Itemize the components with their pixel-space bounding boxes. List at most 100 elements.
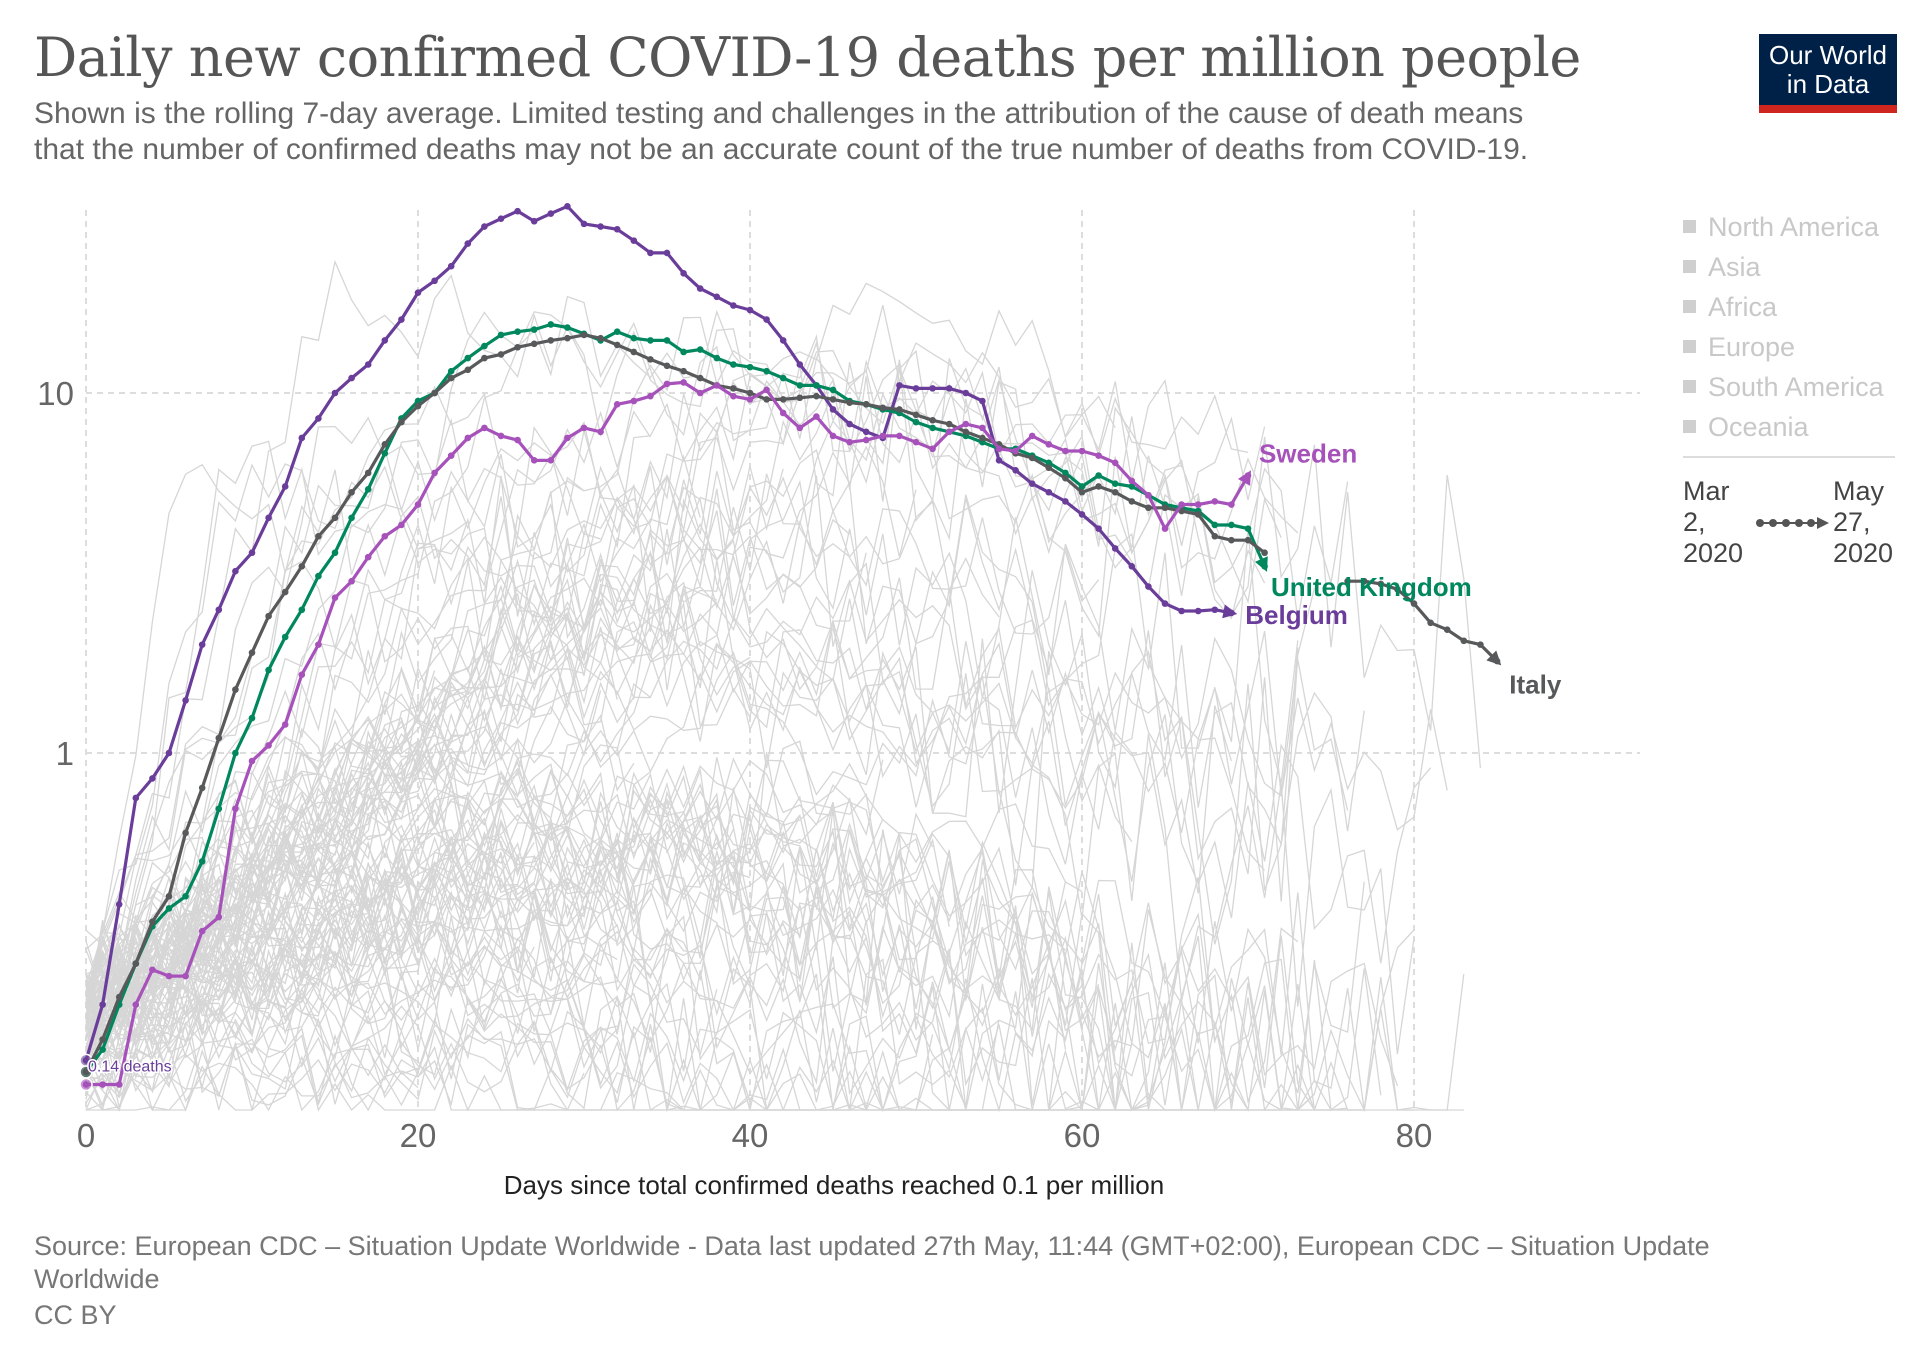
data-point [763, 367, 770, 375]
data-point [481, 354, 488, 362]
data-point [414, 501, 422, 508]
background-country-line [85, 936, 1464, 1113]
data-point [232, 749, 239, 757]
data-point [763, 396, 770, 403]
legend-label: Europe [1708, 332, 1796, 362]
data-point [1062, 474, 1069, 482]
data-point [796, 361, 804, 368]
data-point [1377, 580, 1385, 588]
data-point [613, 225, 621, 233]
data-point [215, 734, 223, 742]
data-point [1360, 577, 1368, 585]
background-country-line [85, 440, 751, 1095]
data-point [613, 328, 621, 336]
data-point [1078, 511, 1086, 518]
x-tick-label: 60 [1064, 1117, 1101, 1154]
legend-swatch [1683, 420, 1696, 433]
background-country-line [85, 728, 1067, 999]
background-country-line [85, 1017, 419, 1111]
data-point [182, 697, 189, 704]
data-point [929, 385, 936, 392]
data-point [1078, 483, 1086, 490]
data-point [1028, 432, 1036, 440]
license-text[interactable]: CC BY [34, 1300, 117, 1330]
data-point [663, 380, 671, 388]
background-country-line [85, 775, 734, 1063]
data-point [464, 240, 472, 247]
data-point [348, 488, 355, 496]
data-point [1012, 466, 1019, 474]
data-point [912, 438, 920, 446]
data-point [198, 927, 206, 935]
data-point [647, 337, 654, 344]
owid-logo[interactable]: Our World in Data [1759, 34, 1897, 113]
data-point [1178, 607, 1185, 615]
background-country-line [85, 888, 1399, 1112]
data-point [680, 367, 687, 375]
background-country-line [85, 295, 1482, 950]
annotation-label: 0.14 deaths [88, 1058, 172, 1075]
background-country-line [85, 728, 1133, 1071]
series-arrowhead [1486, 650, 1502, 666]
data-point [1062, 447, 1069, 455]
data-point [763, 386, 770, 394]
data-point [1161, 525, 1169, 532]
legend-label: North America [1708, 212, 1880, 242]
legend-label: Oceania [1708, 412, 1809, 442]
data-point [564, 434, 571, 442]
background-country-line [85, 718, 751, 1032]
data-point [896, 382, 903, 389]
data-point [298, 606, 306, 614]
background-country-line [85, 712, 1100, 1056]
legend-item-asia[interactable]: Asia [1683, 252, 1761, 283]
data-point [431, 277, 438, 285]
data-point [1095, 483, 1102, 490]
data-point [680, 379, 687, 386]
data-point [713, 293, 721, 301]
data-point [1261, 549, 1268, 557]
data-point [1443, 626, 1451, 634]
data-point [215, 805, 223, 813]
data-point [945, 385, 953, 392]
data-point [232, 567, 239, 575]
data-point [364, 553, 372, 561]
data-point [1460, 637, 1468, 645]
data-point [398, 418, 405, 426]
data-point [630, 348, 638, 356]
data-point [1477, 641, 1484, 648]
data-point [829, 432, 837, 440]
y-tick-label: 1 [56, 735, 74, 772]
data-point [331, 514, 339, 522]
data-point [896, 406, 903, 413]
background-country-line [85, 385, 1299, 985]
legend-item-oceania[interactable]: Oceania [1683, 412, 1809, 443]
data-point [995, 445, 1003, 453]
timeline-end-label[interactable]: May 27, 2020 [1833, 476, 1894, 568]
data-point [331, 549, 339, 557]
data-point [1344, 577, 1351, 585]
data-point [597, 428, 604, 436]
legend-item-south-america[interactable]: South America [1683, 372, 1884, 403]
data-point [896, 432, 903, 440]
background-country-line [85, 454, 701, 1041]
background-country-line [85, 960, 718, 1057]
background-country-line [85, 917, 535, 1043]
timeline-start-label[interactable]: Mar 2, 2020 [1683, 476, 1744, 568]
data-point [912, 418, 920, 426]
data-point [530, 340, 538, 348]
data-point [215, 606, 223, 614]
data-point [846, 420, 853, 428]
legend-item-europe[interactable]: Europe [1683, 332, 1795, 363]
timeline-dot [1756, 519, 1764, 527]
data-point [315, 572, 322, 580]
legend-item-north-america[interactable]: North America [1683, 212, 1879, 243]
background-country-line [85, 740, 834, 1049]
data-point [497, 351, 505, 358]
data-point [115, 993, 123, 1001]
data-point [165, 892, 173, 900]
legend-item-africa[interactable]: Africa [1683, 292, 1777, 323]
data-point [779, 396, 787, 403]
data-point [182, 892, 189, 900]
background-country-line [85, 896, 1000, 1111]
